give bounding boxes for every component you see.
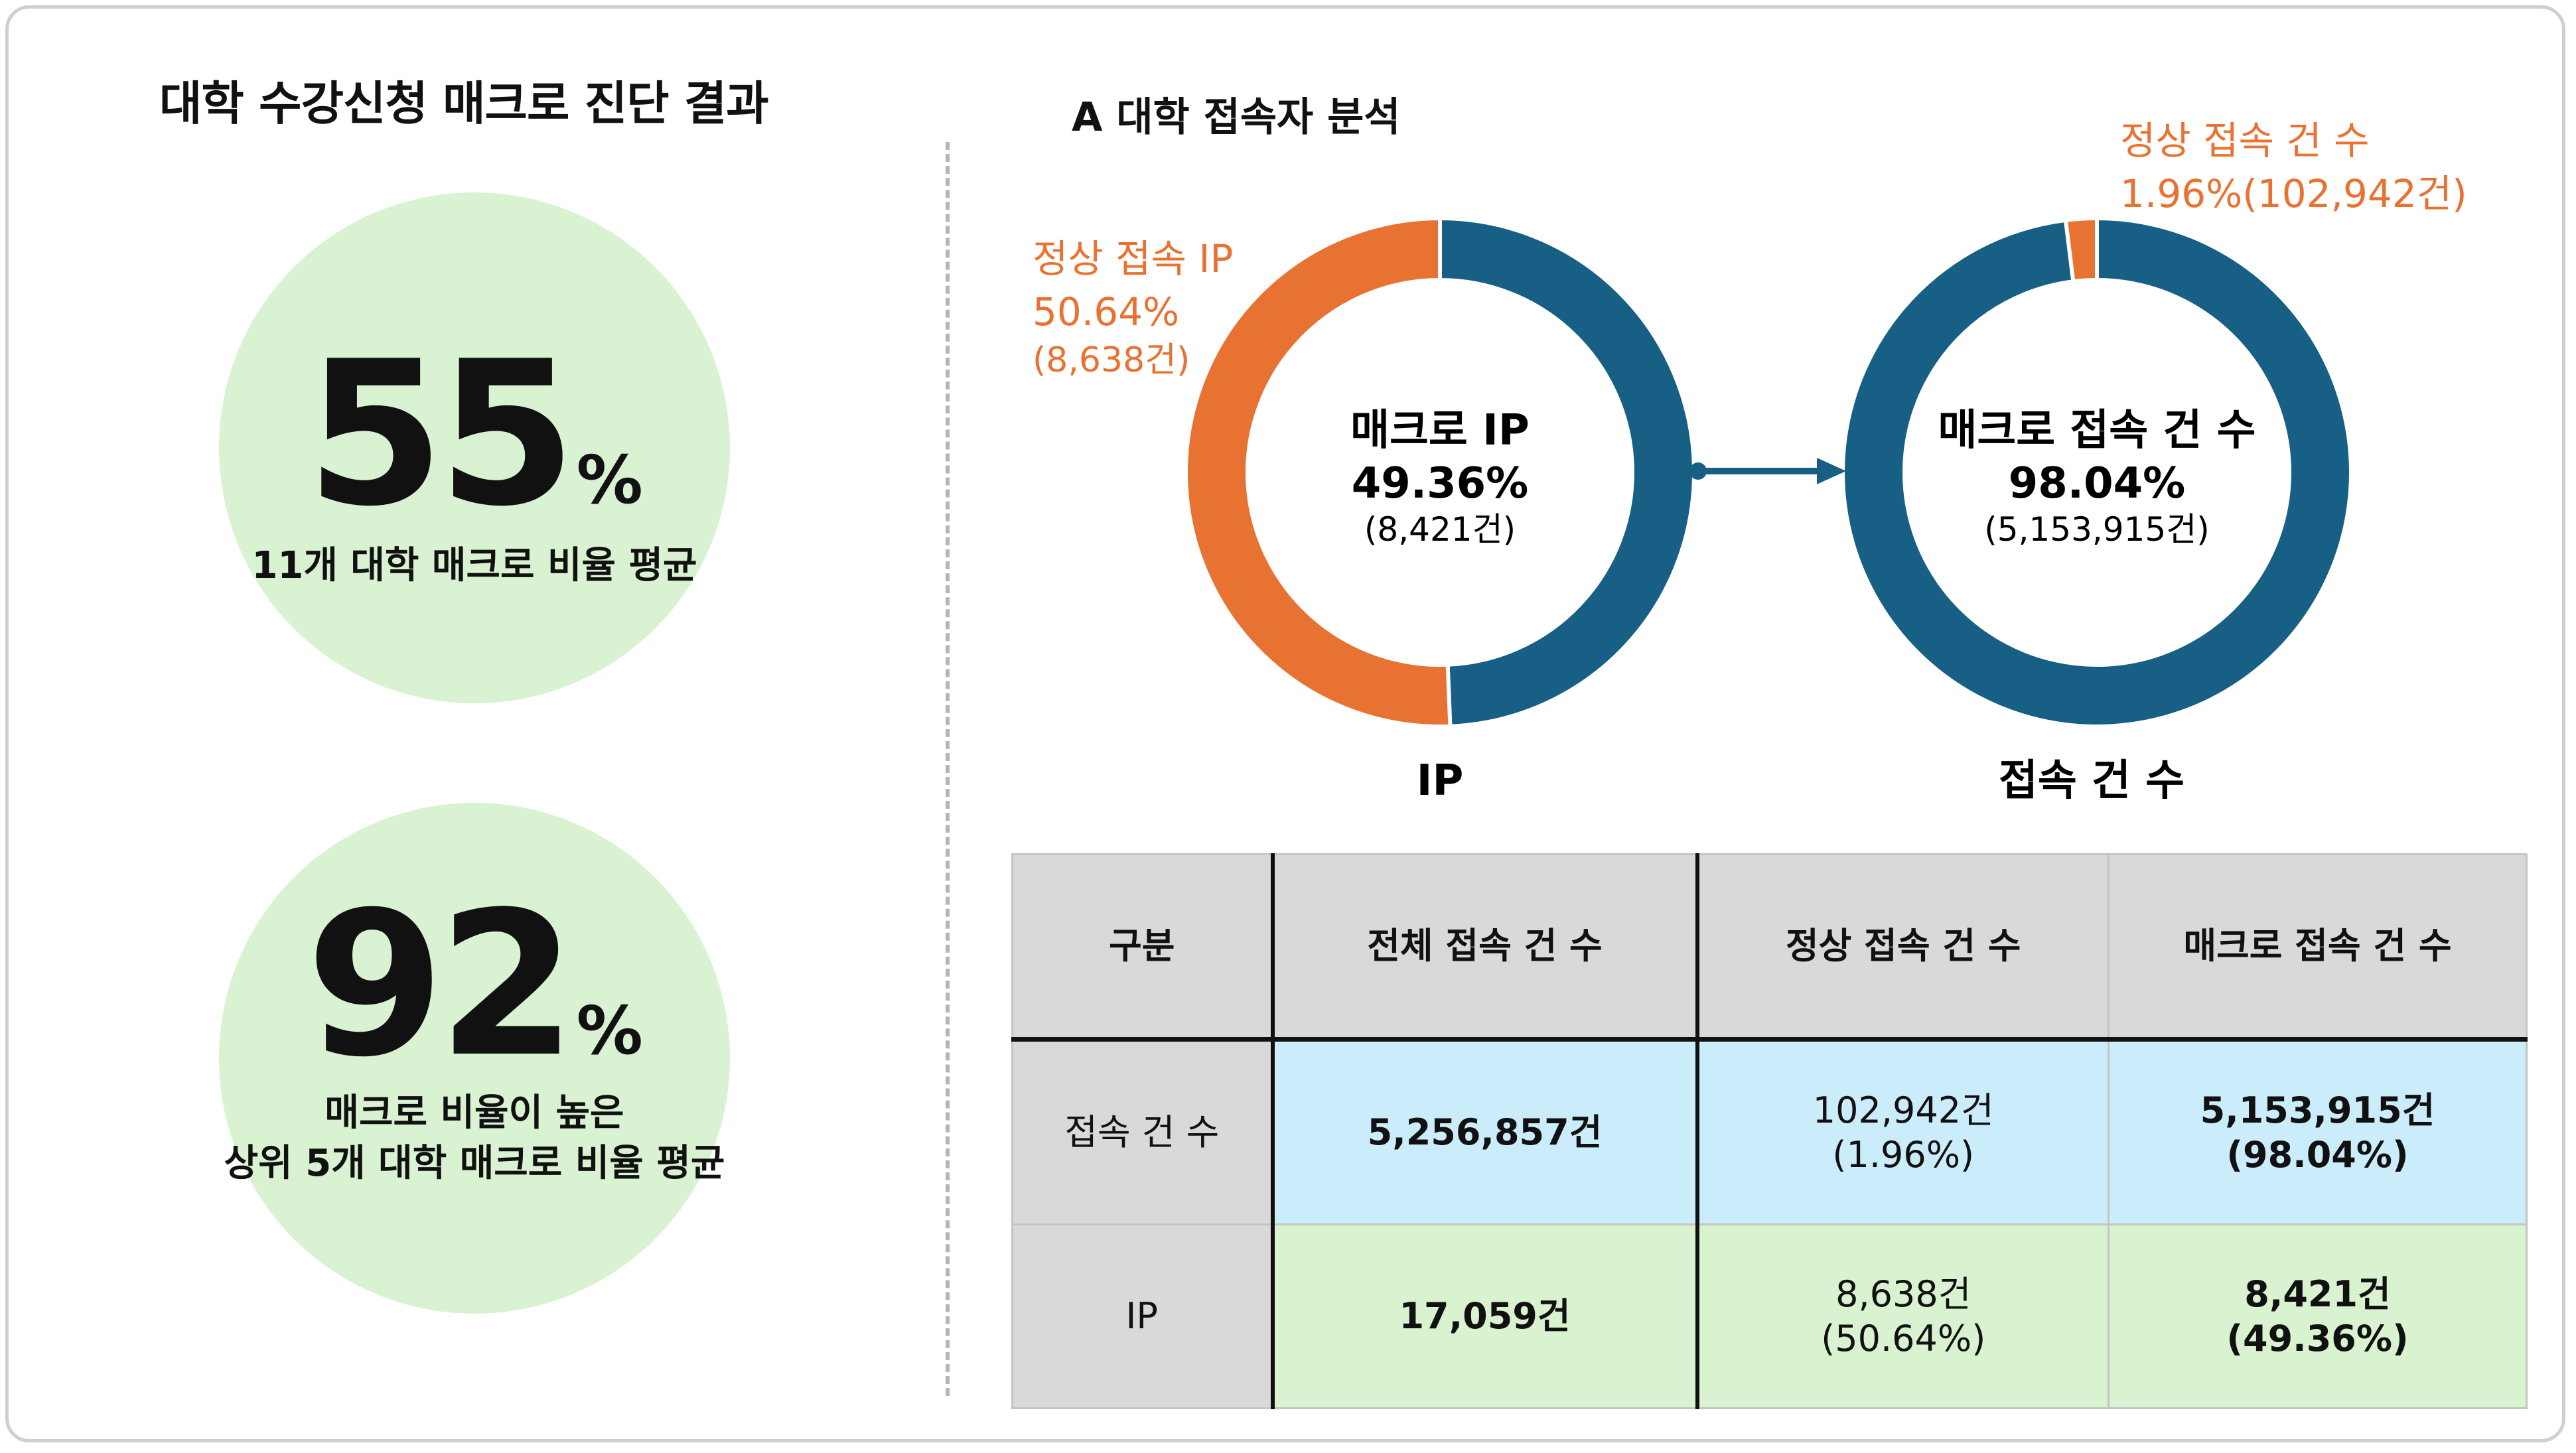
table-header: 정상 접속 건 수 [1696,853,2110,1042]
macro-pct: (98.04%) [2226,1134,2409,1176]
arrow-connector [1689,458,1846,484]
data-table: 구분 전체 접속 건 수 정상 접속 건 수 매크로 접속 건 수 접속 건 수… [1011,853,2528,1409]
section-divider [946,142,950,1396]
normal-count: 102,942건 [1812,1089,1994,1131]
donut2-outer-label-2: 1.96%(102,942건) [2120,171,2467,216]
donut2-center-count: (5,153,915건) [1984,510,2209,549]
macro-pct: (49.36%) [2226,1318,2409,1359]
stat-circle-1: 55% 11개 대학 매크로 비율 평균 [219,192,730,703]
stat1-figure: 55% [219,335,730,534]
stat2-figure: 92% [219,886,730,1085]
donut1-center-value: 49.36% [1352,459,1529,508]
donut2-outer-label-1: 정상 접속 건 수 [2120,118,2369,163]
stat2-unit: % [576,992,643,1070]
right-title: A 대학 접속자 분석 [1072,94,1401,141]
donut-slice [1183,216,1453,728]
donut-ip [1183,216,1696,728]
stat-circle-2: 92% 매크로 비율이 높은 상위 5개 대학 매크로 비율 평균 [219,803,730,1314]
donut-slice [1841,216,2353,728]
table-header: 매크로 접속 건 수 [2108,853,2528,1042]
macro-count: 5,153,915건 [2200,1089,2435,1131]
arrow-head-icon [1817,458,1846,484]
normal-pct: (1.96%) [1832,1134,1975,1176]
donut-connections [1841,216,2353,728]
total-cell: 5,256,857건 [1271,1038,1699,1225]
table-row: 접속 건 수 5,256,857건 102,942건 (1.96%) 5,153… [1011,1038,2528,1225]
donut1-center-count: (8,421건) [1364,510,1516,549]
donut-slice [1438,216,1696,728]
donut-charts: 매크로 IP 49.36% (8,421건) 정상 접속 IP 50.64% (… [1033,118,2467,805]
donut-slice [2063,216,2099,284]
donut2-center-value: 98.04% [2009,459,2186,508]
macro-count: 8,421건 [2244,1273,2391,1315]
stat2-caption-line2: 상위 5개 대학 매크로 비율 평균 [224,1141,725,1185]
donut2-title: 접속 건 수 [1999,756,2184,805]
table-row: IP 17,059건 8,638건 (50.64%) 8,421건 (49.36… [1011,1223,2528,1409]
donut1-outer-label-3: (8,638건) [1033,340,1190,380]
stat1-value: 55 [306,318,576,550]
stat1-caption: 11개 대학 매크로 비율 평균 [251,544,697,587]
normal-cell: 8,638건 (50.64%) [1696,1223,2110,1409]
table-header: 전체 접속 건 수 [1271,853,1699,1042]
total-cell: 17,059건 [1271,1223,1699,1409]
stat2-caption-line1: 매크로 비율이 높은 [324,1091,624,1135]
stat2-value: 92 [306,869,576,1101]
stat2-caption: 매크로 비율이 높은 상위 5개 대학 매크로 비율 평균 [219,1088,730,1188]
left-title: 대학 수강신청 매크로 진단 결과 [159,76,769,131]
donut2-center-label: 매크로 접속 건 수 [1938,406,2255,455]
table-header-row: 구분 전체 접속 건 수 정상 접속 건 수 매크로 접속 건 수 [1011,853,2528,1042]
normal-count: 8,638건 [1835,1273,1971,1315]
donut1-outer-label-2: 50.64% [1033,289,1179,334]
macro-cell: 5,153,915건 (98.04%) [2108,1038,2528,1225]
macro-cell: 8,421건 (49.36%) [2108,1223,2528,1409]
row-label: 접속 건 수 [1011,1038,1275,1225]
donut1-title: IP [1417,756,1464,805]
normal-cell: 102,942건 (1.96%) [1696,1038,2110,1225]
donut1-outer-label-1: 정상 접속 IP [1033,236,1233,281]
normal-pct: (50.64%) [1821,1318,1986,1359]
table-header: 구분 [1011,853,1275,1042]
donut1-center-label: 매크로 IP [1350,406,1530,455]
stat1-unit: % [576,441,643,519]
row-label: IP [1011,1223,1275,1409]
